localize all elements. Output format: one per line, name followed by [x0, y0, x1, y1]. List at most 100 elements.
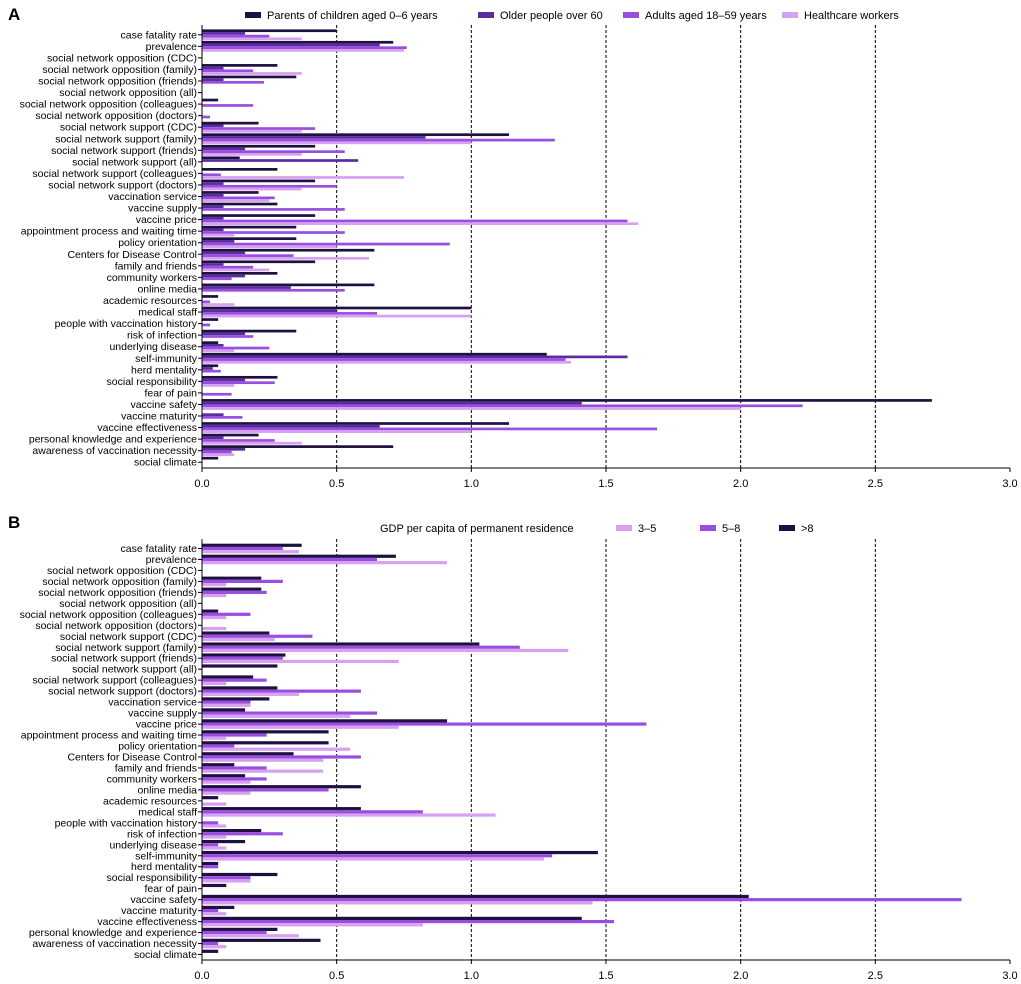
- bar-b-1-25: [202, 821, 219, 825]
- legend-label-b: 3–5: [638, 523, 656, 535]
- bar-b-0-30: [202, 872, 278, 877]
- category-label-a: risk of infection: [127, 330, 197, 342]
- legend-label-b: 5–8: [722, 523, 740, 535]
- bar-b-1-32: [202, 898, 962, 902]
- bar-b-1-30: [202, 876, 251, 880]
- bar-a-2-13: [202, 184, 337, 188]
- bar-b-0-8: [202, 631, 270, 635]
- bar-a-2-27: [202, 346, 270, 350]
- bar-a-0-13: [202, 179, 316, 183]
- x-tick-label-a: 1.0: [464, 478, 479, 490]
- bar-b-1-27: [202, 843, 219, 847]
- category-label-b: social network opposition (colleagues): [20, 609, 197, 621]
- bar-b-2-23: [202, 802, 227, 806]
- bar-a-2-7: [202, 115, 211, 119]
- x-tick-label-b: 0.0: [194, 970, 209, 982]
- category-label-a: fear of pain: [144, 387, 197, 399]
- bar-b-1-36: [202, 941, 219, 946]
- category-label-a: online media: [137, 283, 197, 295]
- bar-b-2-12: [202, 681, 227, 685]
- bar-b-0-21: [202, 774, 246, 778]
- legend-label-a: Healthcare workers: [804, 10, 899, 22]
- bar-b-1-22: [202, 788, 329, 792]
- bar-b-0-23: [202, 796, 219, 800]
- bar-b-0-35: [202, 927, 278, 931]
- bar-b-2-16: [202, 725, 399, 729]
- category-label-b: fear of pain: [144, 883, 197, 895]
- bar-a-0-1: [202, 40, 394, 44]
- bar-b-1-28: [202, 854, 553, 858]
- bar-a-2-22: [202, 288, 345, 292]
- category-label-a: social network support (family): [55, 133, 197, 145]
- bar-a-0-9: [202, 133, 510, 137]
- bar-b-1-4: [202, 590, 267, 594]
- bar-a-2-1: [202, 46, 407, 50]
- bar-b-2-27: [202, 846, 227, 850]
- bar-a-3-27: [202, 349, 235, 353]
- bar-b-0-26: [202, 829, 262, 833]
- bar-a-0-3: [202, 64, 278, 67]
- bar-b-1-6: [202, 612, 251, 616]
- bar-a-3-35: [202, 441, 302, 445]
- bar-b-1-21: [202, 777, 267, 781]
- bar-b-2-20: [202, 769, 324, 773]
- category-label-a: social responsibility: [107, 376, 198, 388]
- category-label-b: people with vaccination history: [55, 817, 198, 829]
- bar-b-2-15: [202, 714, 351, 718]
- bar-a-2-12: [202, 173, 221, 177]
- bar-b-1-9: [202, 645, 520, 649]
- bar-b-0-13: [202, 686, 278, 690]
- bar-a-3-3: [202, 72, 302, 75]
- category-label-a: social network support (all): [72, 156, 197, 168]
- bar-b-2-21: [202, 780, 251, 784]
- category-label-b: Centers for Disease Control: [67, 751, 197, 763]
- bar-a-1-27: [202, 343, 224, 347]
- bar-a-1-22: [202, 286, 291, 289]
- category-label-b: herd mentality: [131, 861, 198, 873]
- bar-a-1-4: [202, 78, 224, 81]
- bar-a-0-17: [202, 225, 297, 229]
- x-tick-label-b: 2.0: [733, 970, 748, 982]
- bar-b-2-9: [202, 648, 569, 653]
- category-label-b: social network support (doctors): [48, 686, 197, 698]
- bar-b-0-3: [202, 576, 262, 580]
- category-label-a: people with vaccination history: [55, 318, 198, 330]
- bar-b-0-34: [202, 916, 582, 920]
- bar-a-3-9: [202, 141, 472, 145]
- bar-a-3-19: [202, 256, 369, 260]
- legend-swatch-a: [623, 12, 639, 18]
- bar-b-0-22: [202, 785, 361, 789]
- category-label-a: vaccine safety: [130, 399, 197, 411]
- bar-a-0-14: [202, 191, 259, 194]
- category-label-b: academic resources: [103, 795, 197, 807]
- bar-b-2-1: [202, 561, 448, 565]
- bar-b-1-3: [202, 579, 283, 584]
- bar-a-1-17: [202, 228, 224, 232]
- bar-b-0-24: [202, 807, 361, 811]
- category-label-a: personal knowledge and experience: [29, 434, 197, 446]
- bar-a-3-1: [202, 49, 404, 52]
- category-label-a: social network opposition (friends): [38, 75, 197, 87]
- bar-b-2-0: [202, 550, 299, 554]
- bar-a-3-16: [202, 222, 639, 226]
- bar-a-0-36: [202, 445, 394, 448]
- bar-a-2-31: [202, 392, 232, 396]
- bar-a-2-9: [202, 138, 555, 142]
- legend-swatch-a: [782, 12, 798, 18]
- bar-b-0-10: [202, 653, 286, 657]
- bar-a-3-8: [202, 129, 302, 133]
- bar-b-2-30: [202, 879, 251, 883]
- bar-a-2-10: [202, 150, 345, 154]
- bar-b-2-18: [202, 747, 351, 751]
- bar-a-2-23: [202, 300, 211, 304]
- bar-a-3-14: [202, 199, 270, 202]
- legend-title-b: GDP per capita of permanent residence: [380, 523, 574, 535]
- category-label-a: awareness of vaccination necessity: [32, 445, 197, 457]
- category-label-a: social network support (friends): [51, 145, 197, 157]
- bar-b-1-33: [202, 909, 219, 913]
- bar-a-3-20: [202, 268, 270, 272]
- bar-b-0-16: [202, 719, 448, 723]
- bar-b-2-35: [202, 934, 299, 938]
- bar-a-2-29: [202, 369, 221, 373]
- bar-b-1-15: [202, 711, 378, 715]
